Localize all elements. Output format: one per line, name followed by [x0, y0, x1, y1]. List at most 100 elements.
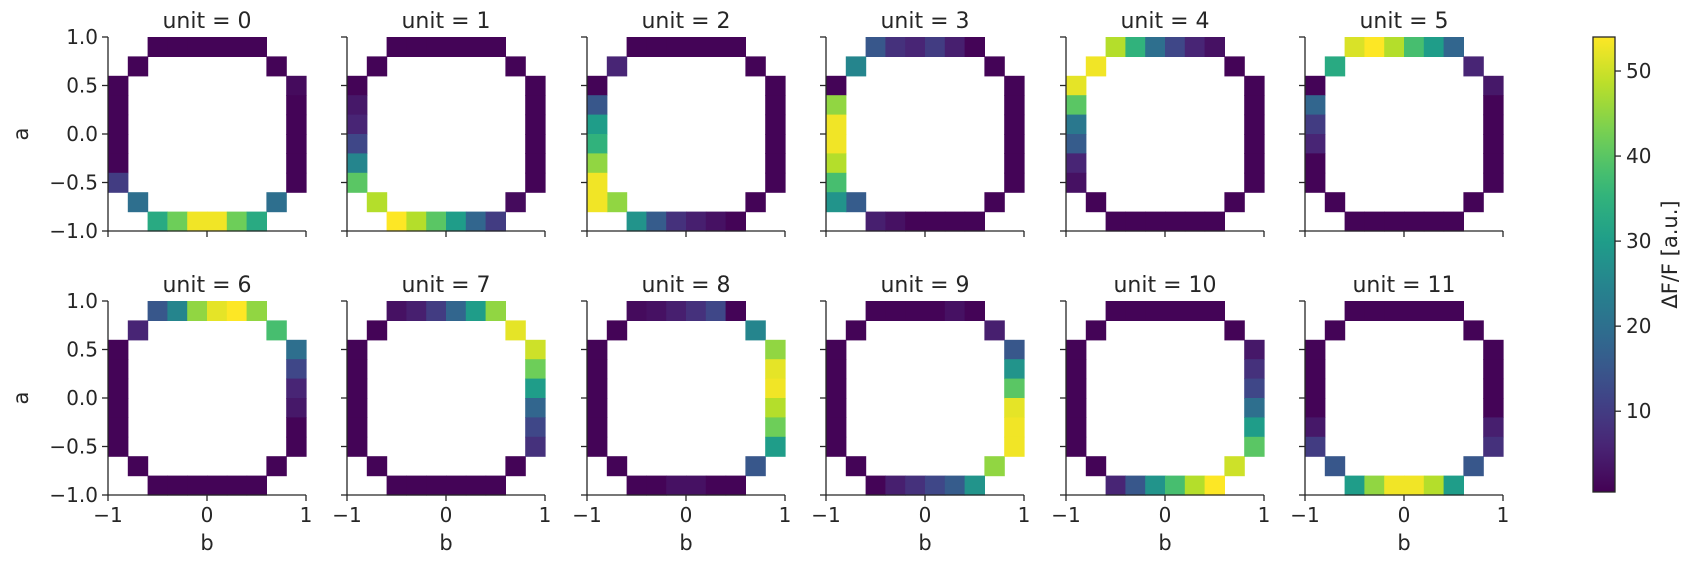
panel-0: 1.0 0.5 0.0 −0.5 −1.0 a unit = 0 — [9, 9, 307, 243]
x-tick-label: 1 — [539, 503, 552, 527]
heat-cell — [1483, 172, 1504, 193]
heat-cell — [826, 172, 847, 193]
y-tick-label: −0.5 — [49, 435, 98, 459]
heat-cell — [286, 417, 307, 438]
heat-cell — [1105, 211, 1126, 232]
heat-cell — [147, 211, 168, 232]
heat-cell — [765, 75, 786, 96]
heat-cell — [765, 398, 786, 418]
heat-cell — [1004, 436, 1025, 457]
heat-cell — [587, 153, 608, 174]
heat-cell — [386, 37, 407, 57]
heat-cell — [525, 75, 546, 96]
y-tick-label: −1.0 — [49, 219, 98, 243]
heat-cell — [266, 192, 287, 213]
panel-11: −1 0 1 b unit = 11 — [1290, 273, 1509, 555]
heat-cell — [1364, 475, 1385, 496]
heat-cell — [108, 95, 129, 116]
heat-cell — [925, 301, 946, 321]
heat-cell — [446, 211, 467, 232]
heat-cell — [885, 211, 906, 232]
heat-cell — [347, 134, 368, 154]
heat-cell — [426, 301, 447, 321]
heat-cell — [587, 114, 608, 135]
heat-cell — [1085, 456, 1107, 477]
heat-cell — [905, 301, 926, 321]
colorbar-tick-label: 40 — [1626, 144, 1651, 168]
heat-cell — [147, 475, 168, 496]
heat-cell — [725, 301, 746, 321]
heat-cell — [1165, 301, 1186, 321]
x-tick-label: 1 — [300, 503, 313, 527]
heat-cell — [1066, 153, 1087, 174]
heat-cell — [1443, 301, 1464, 321]
heat-cell — [905, 37, 926, 57]
heat-cell — [1305, 75, 1326, 96]
y-axis-label: a — [9, 392, 33, 405]
heat-cell — [1324, 192, 1346, 213]
heat-cell — [1305, 436, 1326, 457]
heat-cell — [525, 95, 546, 116]
heat-cell — [366, 192, 388, 213]
heat-cell — [1066, 75, 1087, 96]
heat-cell — [865, 211, 886, 232]
heat-cell — [944, 301, 966, 321]
heat-cell — [1364, 37, 1385, 57]
heat-cell — [705, 37, 727, 57]
heat-cell — [765, 417, 786, 438]
heat-cell — [1344, 301, 1365, 321]
heat-cell — [725, 37, 746, 57]
heat-cell — [1004, 114, 1025, 135]
heat-cell — [127, 56, 149, 77]
heat-cell — [1066, 172, 1087, 193]
heat-cell — [246, 211, 267, 232]
heat-cell — [1443, 37, 1464, 57]
heat-cell — [826, 95, 847, 116]
heat-cell — [1305, 417, 1326, 438]
heat-cell — [465, 301, 487, 321]
heat-cell — [1125, 475, 1146, 496]
heat-cell — [626, 475, 647, 496]
heat-cell — [765, 339, 786, 360]
heat-cell — [286, 378, 307, 399]
heat-cell — [765, 436, 786, 457]
x-tick-label: −1 — [572, 503, 601, 527]
heat-cell — [826, 359, 847, 380]
heat-cell — [525, 436, 546, 457]
heat-cell — [406, 37, 427, 57]
heat-cell — [505, 456, 526, 477]
heat-cell — [1085, 56, 1107, 77]
heat-cell — [745, 56, 766, 77]
heat-cell — [826, 417, 847, 438]
heat-cell — [1066, 378, 1087, 399]
heat-cell — [426, 211, 447, 232]
panel-4: unit = 4 — [1060, 9, 1265, 237]
heat-cell — [1204, 37, 1225, 57]
heat-cell — [865, 475, 886, 496]
heat-cell — [1145, 211, 1166, 232]
x-axis-label: b — [1397, 531, 1410, 555]
heat-cell — [626, 211, 647, 232]
heat-cell — [108, 114, 129, 135]
heat-cell — [1244, 95, 1265, 116]
heat-cell — [1305, 378, 1326, 399]
heat-cell — [705, 211, 727, 232]
heat-cell — [745, 192, 766, 213]
heat-cell — [925, 211, 946, 232]
heat-cell — [1305, 359, 1326, 380]
heat-cell — [286, 153, 307, 174]
panel-title: unit = 1 — [401, 9, 490, 34]
heat-cell — [845, 456, 867, 477]
colorbar-tick-label: 10 — [1626, 399, 1651, 423]
colorbar-label: ΔF/F [a.u.] — [1658, 200, 1682, 308]
heat-cell — [406, 211, 427, 232]
heat-cell — [1244, 339, 1265, 360]
heat-cell — [944, 211, 966, 232]
heat-cell — [246, 475, 267, 496]
x-tick-label: 0 — [1159, 503, 1172, 527]
heat-cell — [108, 359, 129, 380]
heat-cell — [505, 56, 526, 77]
heat-cell — [226, 37, 248, 57]
heat-cell — [286, 134, 307, 154]
heat-cell — [1483, 95, 1504, 116]
